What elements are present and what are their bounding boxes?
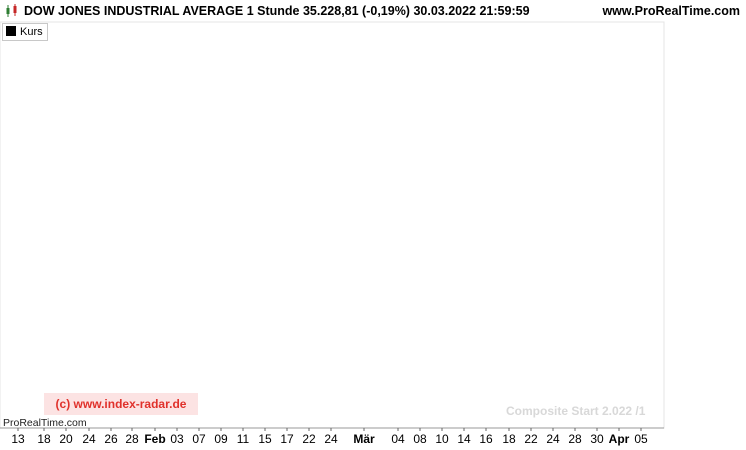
x-tick-label: 16 (479, 432, 493, 446)
x-tick-label: Apr (609, 432, 630, 446)
x-tick-label: 30 (590, 432, 604, 446)
x-tick-label: 24 (546, 432, 560, 446)
x-tick-label: 17 (280, 432, 294, 446)
x-tick-label: Mär (353, 432, 375, 446)
x-tick-label: 04 (391, 432, 405, 446)
x-tick-label: 11 (237, 432, 250, 446)
x-tick-label: 05 (634, 432, 648, 446)
site-url[interactable]: www.ProRealTime.com (602, 4, 740, 18)
legend-label: Kurs (20, 26, 43, 38)
x-tick-label: 10 (435, 432, 449, 446)
x-tick-label: 22 (524, 432, 538, 446)
x-tick-label: 28 (125, 432, 139, 446)
x-tick-label: 08 (413, 432, 427, 446)
x-tick-label: 28 (568, 432, 582, 446)
x-tick-label: 24 (324, 432, 338, 446)
x-tick-label: 15 (258, 432, 272, 446)
chart-title: DOW JONES INDUSTRIAL AVERAGE 1 Stunde 35… (24, 4, 530, 18)
x-tick-label: 24 (82, 432, 96, 446)
x-tick-label: 20 (59, 432, 73, 446)
x-tick-label: 07 (192, 432, 206, 446)
x-tick-label: 14 (457, 432, 471, 446)
x-tick-label: 18 (502, 432, 516, 446)
legend[interactable]: Kurs (2, 23, 48, 41)
copyright-watermark: (c) www.index-radar.de (44, 393, 198, 415)
x-tick-label: 26 (104, 432, 118, 446)
x-tick-label: 13 (11, 432, 25, 446)
legend-swatch (6, 26, 16, 36)
candlestick-app-icon (6, 4, 17, 17)
x-tick-label: 18 (37, 432, 51, 446)
x-tick-label: 03 (170, 432, 184, 446)
title-bar: DOW JONES INDUSTRIAL AVERAGE 1 Stunde 35… (0, 0, 746, 22)
x-tick-label: Feb (144, 432, 165, 446)
x-tick-label: 22 (302, 432, 316, 446)
x-tick-label: 09 (214, 432, 228, 446)
composite-watermark: Composite Start 2.022 /1 (506, 404, 646, 418)
source-label: ProRealTime.com (3, 417, 87, 429)
plot-frame (0, 21, 665, 429)
